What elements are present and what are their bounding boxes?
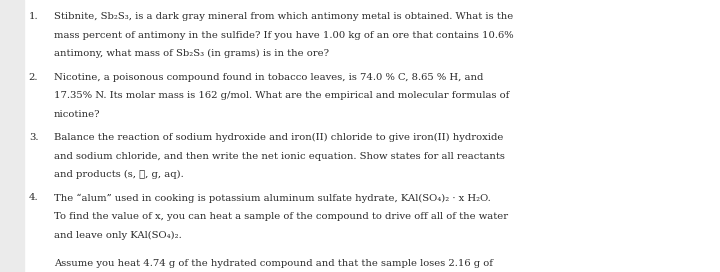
Text: Stibnite, Sb₂S₃, is a dark gray mineral from which antimony metal is obtained. W: Stibnite, Sb₂S₃, is a dark gray mineral …: [54, 12, 513, 21]
Text: Nicotine, a poisonous compound found in tobacco leaves, is 74.0 % C, 8.65 % H, a: Nicotine, a poisonous compound found in …: [54, 73, 483, 82]
Text: mass percent of antimony in the sulfide? If you have 1.00 kg of an ore that cont: mass percent of antimony in the sulfide?…: [54, 31, 513, 40]
Text: The “alum” used in cooking is potassium aluminum sulfate hydrate, KAl(SO₄)₂ · x : The “alum” used in cooking is potassium …: [54, 193, 491, 203]
Text: Balance the reaction of sodium hydroxide and iron(II) chloride to give iron(II) : Balance the reaction of sodium hydroxide…: [54, 133, 503, 142]
Text: To find the value of x, you can heat a sample of the compound to drive off all o: To find the value of x, you can heat a s…: [54, 212, 508, 221]
Text: antimony, what mass of Sb₂S₃ (in grams) is in the ore?: antimony, what mass of Sb₂S₃ (in grams) …: [54, 49, 329, 58]
Bar: [0, 0, 24, 272]
Text: 2.: 2.: [29, 73, 38, 82]
Text: 4.: 4.: [29, 193, 38, 202]
Text: and products (s, ℓ, g, aq).: and products (s, ℓ, g, aq).: [54, 170, 184, 179]
Text: Assume you heat 4.74 g of the hydrated compound and that the sample loses 2.16 g: Assume you heat 4.74 g of the hydrated c…: [54, 259, 493, 268]
Text: 17.35% N. Its molar mass is 162 g/mol. What are the empirical and molecular form: 17.35% N. Its molar mass is 162 g/mol. W…: [54, 91, 509, 100]
Text: 3.: 3.: [29, 133, 38, 142]
Text: nicotine?: nicotine?: [54, 110, 101, 119]
Text: and sodium chloride, and then write the net ionic equation. Show states for all : and sodium chloride, and then write the …: [54, 152, 505, 160]
Text: and leave only KAl(SO₄)₂.: and leave only KAl(SO₄)₂.: [54, 230, 181, 240]
Text: 1.: 1.: [29, 12, 38, 21]
